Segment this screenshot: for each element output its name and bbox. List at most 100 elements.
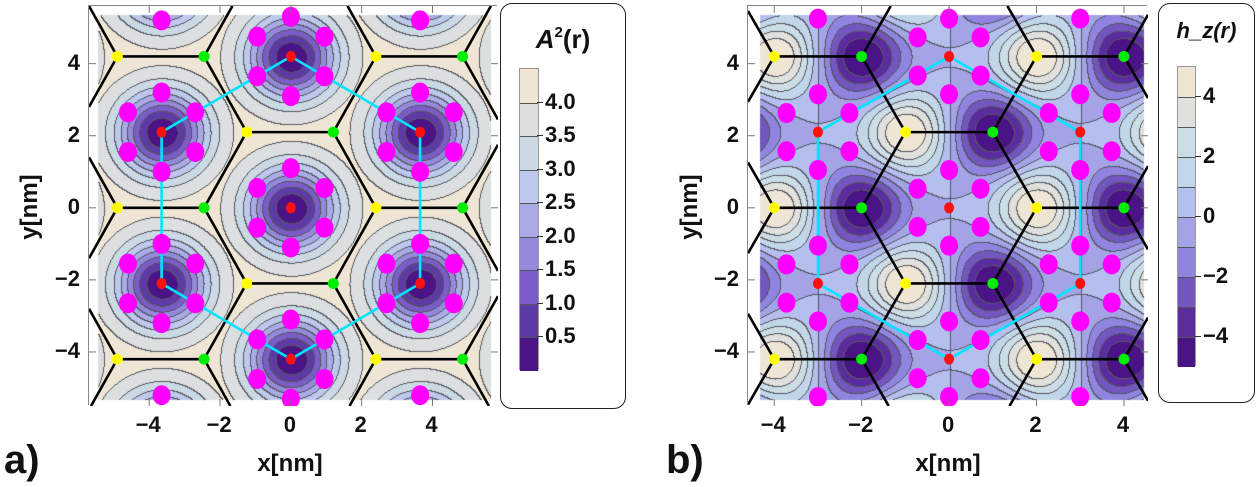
magenta-site-marker (971, 330, 990, 351)
honeycomb-bond (461, 358, 491, 406)
x-tick-label: 2 (1029, 412, 1042, 437)
green-site-marker (198, 202, 210, 214)
magenta-site-marker (808, 8, 827, 29)
honeycomb-bond (346, 6, 377, 58)
magenta-site-marker (808, 386, 827, 406)
magenta-site-marker (315, 177, 334, 198)
legend-title-symbol: A (535, 24, 555, 54)
panel-a: −4 −2 0 2 4 −4 −2 0 2 4 y[nm] x[nm] a) A2(r) 4.0 3… (4, 3, 626, 482)
honeycomb-bond (748, 313, 776, 360)
contour-plot-b (747, 5, 1148, 406)
honeycomb-bond (202, 131, 248, 209)
colorbar-tick-label: 3.5 (545, 122, 576, 148)
colorbar-level-line (1178, 217, 1195, 218)
x-tick-label: 0 (941, 412, 955, 437)
x-tick-label: 2 (354, 412, 367, 437)
magenta-site-marker (1039, 254, 1058, 275)
green-site-marker (198, 50, 210, 62)
x-tick-label: 4 (425, 412, 438, 437)
magenta-site-marker (1102, 292, 1121, 313)
honeycomb-bond (1006, 6, 1038, 58)
contour-plot-a (88, 5, 498, 406)
green-site-marker (1118, 50, 1130, 62)
magenta-site-marker (248, 368, 267, 389)
magenta-site-marker (315, 329, 334, 350)
colorbar-level-line (1178, 97, 1195, 98)
colorbar-tick (537, 302, 543, 304)
yellow-site-marker (768, 50, 780, 62)
magenta-site-marker (1071, 311, 1090, 332)
colorbar-tick-label: 4 (1203, 83, 1216, 108)
magenta-site-marker (1071, 235, 1090, 256)
colorbar-tick (1195, 216, 1201, 217)
magenta-site-marker (118, 102, 137, 123)
red-site-marker (285, 202, 296, 214)
green-site-marker (856, 202, 868, 214)
magenta-site-marker (1102, 103, 1121, 124)
lattice-overlay-b (748, 6, 1148, 406)
yellow-site-marker (241, 277, 253, 289)
legend-title-a: A2(r) (501, 24, 625, 55)
magenta-site-marker (315, 217, 334, 238)
honeycomb-bond (991, 55, 1038, 133)
colorbar-band (520, 203, 538, 237)
colorbar-tick (537, 135, 543, 137)
colorbar-band (1178, 217, 1195, 247)
x-axis-label-a: x[nm] (257, 450, 323, 477)
colorbar-tick-label: 1.0 (545, 289, 576, 315)
yellow-site-marker (241, 126, 253, 138)
colorbar-level-line (1178, 337, 1195, 338)
honeycomb-bond (89, 308, 119, 360)
honeycomb-bond (860, 207, 907, 285)
honeycomb-bond (89, 207, 119, 259)
legend-title-b: h_z(r) (1176, 18, 1237, 43)
yellow-site-marker (899, 126, 911, 138)
magenta-site-marker (940, 159, 959, 180)
honeycomb-bond (202, 207, 248, 285)
colorbar-tick (1195, 156, 1201, 157)
colorbar-level-line (1178, 247, 1195, 248)
red-site-marker (812, 277, 823, 289)
magenta-site-marker (118, 293, 137, 314)
magenta-site-marker (1071, 8, 1090, 29)
x-tick-label: −4 (135, 412, 161, 437)
colorbar-band (520, 270, 538, 304)
magenta-site-marker (152, 10, 171, 31)
y-tick-label: 4 (67, 49, 80, 75)
magenta-site-marker (377, 102, 396, 123)
honeycomb-bond (202, 6, 234, 58)
colorbar-tick (537, 168, 543, 170)
y-tick-label: −2 (54, 265, 80, 291)
magenta-site-marker (281, 388, 300, 406)
magenta-site-marker (908, 65, 927, 86)
magenta-site-marker (118, 141, 137, 162)
magenta-site-marker (315, 368, 334, 389)
green-site-marker (327, 126, 339, 138)
legend-title-arg: (r) (562, 24, 591, 54)
honeycomb-bond (860, 6, 892, 58)
honeycomb-bond (89, 55, 119, 108)
green-site-marker (457, 50, 469, 62)
magenta-site-marker (971, 27, 990, 48)
yellow-site-marker (1031, 50, 1043, 62)
green-site-marker (327, 277, 339, 289)
colorbar-tick (1195, 336, 1201, 337)
green-site-marker (856, 353, 868, 365)
magenta-site-marker (377, 253, 396, 274)
colorbar-tick (1195, 276, 1201, 277)
yellow-site-marker (370, 353, 382, 365)
green-site-marker (198, 353, 210, 365)
colorbar-level-line (520, 102, 538, 104)
colorbar-level-line (1178, 157, 1195, 158)
magenta-site-marker (281, 309, 300, 330)
honeycomb-bond (748, 10, 776, 58)
magenta-site-marker (444, 253, 463, 274)
magenta-site-marker (971, 178, 990, 199)
yellow-site-marker (899, 277, 911, 289)
magenta-site-marker (777, 292, 796, 313)
honeycomb-bond (748, 55, 776, 103)
colorbar-band (1178, 337, 1195, 367)
honeycomb-bond (1122, 165, 1148, 209)
magenta-site-marker (377, 141, 396, 162)
magenta-site-marker (248, 217, 267, 238)
